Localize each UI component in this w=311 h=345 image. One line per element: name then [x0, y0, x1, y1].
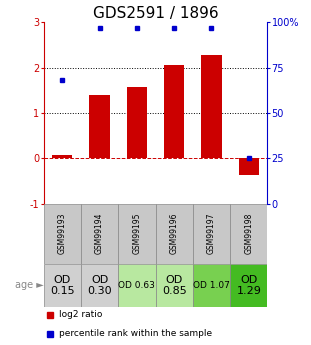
- Text: OD
0.85: OD 0.85: [162, 275, 187, 296]
- Bar: [230, 264, 267, 307]
- Bar: [127, 87, 147, 158]
- Bar: [156, 204, 193, 264]
- Bar: [81, 204, 118, 264]
- Bar: [164, 66, 184, 158]
- Bar: [230, 204, 267, 264]
- Text: GSM99196: GSM99196: [170, 213, 179, 255]
- Bar: [193, 264, 230, 307]
- Bar: [118, 264, 156, 307]
- Bar: [193, 204, 230, 264]
- Bar: [201, 55, 222, 158]
- Text: age ►: age ►: [15, 280, 44, 290]
- Text: GSM99193: GSM99193: [58, 213, 67, 255]
- Bar: [239, 158, 259, 176]
- Text: GSM99195: GSM99195: [132, 213, 141, 255]
- Title: GDS2591 / 1896: GDS2591 / 1896: [93, 6, 218, 21]
- Bar: [81, 264, 118, 307]
- Text: GSM99197: GSM99197: [207, 213, 216, 255]
- Bar: [44, 204, 81, 264]
- Text: OD
0.15: OD 0.15: [50, 275, 75, 296]
- Bar: [52, 155, 72, 158]
- Bar: [156, 264, 193, 307]
- Text: percentile rank within the sample: percentile rank within the sample: [59, 329, 212, 338]
- Text: OD
0.30: OD 0.30: [87, 275, 112, 296]
- Bar: [89, 95, 110, 158]
- Text: OD 1.07: OD 1.07: [193, 281, 230, 290]
- Text: GSM99194: GSM99194: [95, 213, 104, 255]
- Text: OD 0.63: OD 0.63: [118, 281, 155, 290]
- Bar: [44, 264, 81, 307]
- Bar: [118, 204, 156, 264]
- Text: log2 ratio: log2 ratio: [59, 310, 103, 319]
- Text: GSM99198: GSM99198: [244, 213, 253, 254]
- Text: OD
1.29: OD 1.29: [236, 275, 261, 296]
